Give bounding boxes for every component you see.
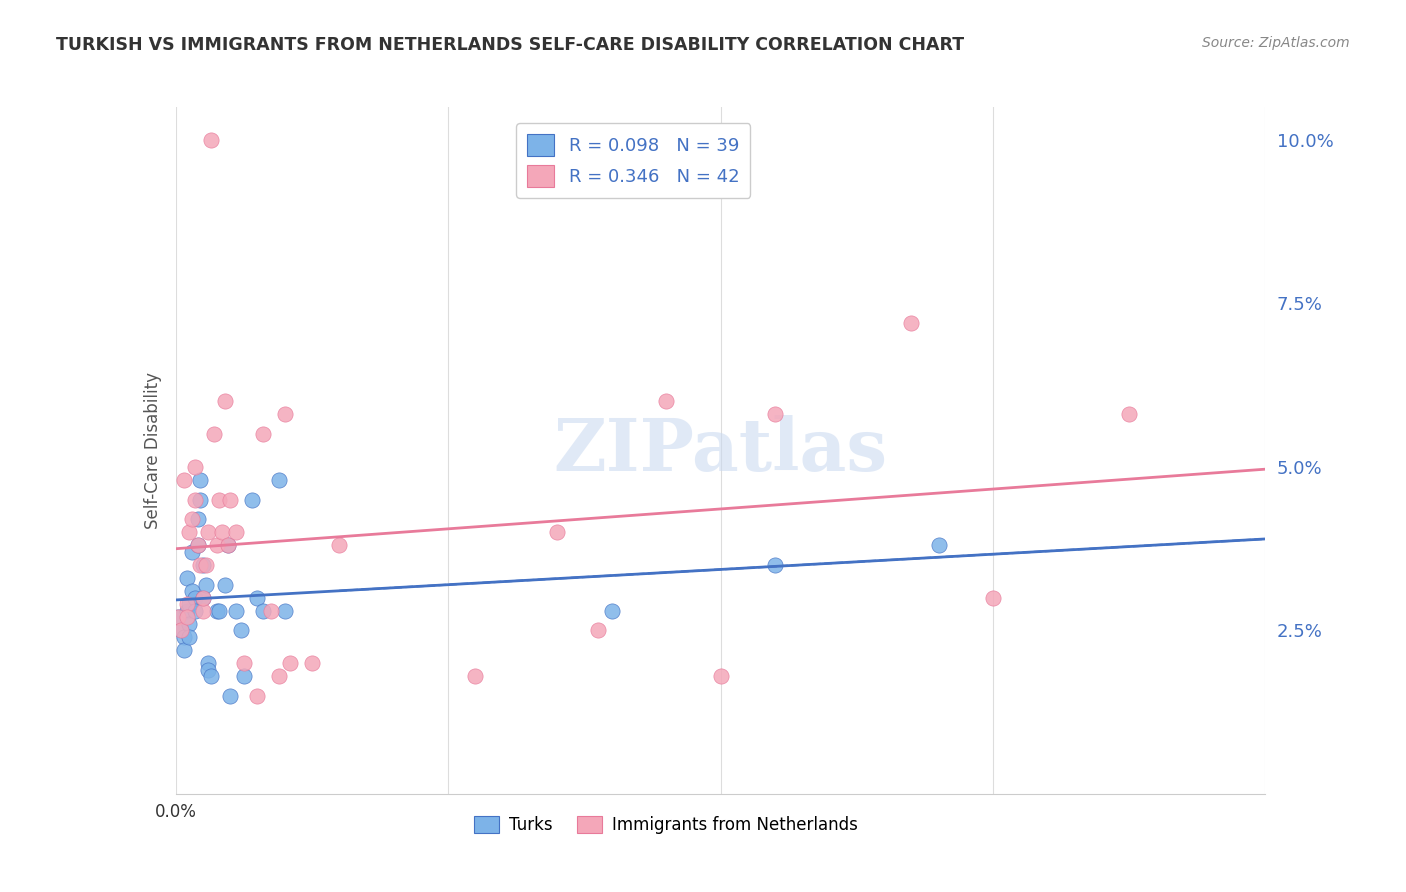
- Point: [191, 604, 214, 618]
- Point: [184, 459, 207, 474]
- Point: [217, 538, 239, 552]
- Point: [188, 558, 211, 572]
- Point: [191, 591, 214, 605]
- Text: ZIPatlas: ZIPatlas: [554, 415, 887, 486]
- Point: [179, 597, 201, 611]
- Point: [208, 492, 231, 507]
- Point: [205, 604, 228, 618]
- Point: [176, 597, 198, 611]
- Point: [301, 656, 323, 670]
- Text: 0.0%: 0.0%: [155, 803, 197, 821]
- Point: [176, 604, 198, 618]
- Point: [269, 473, 291, 487]
- Point: [186, 512, 209, 526]
- Point: [179, 525, 201, 540]
- Point: [173, 643, 195, 657]
- Point: [981, 591, 1004, 605]
- Point: [219, 492, 242, 507]
- Point: [200, 133, 222, 147]
- Text: Source: ZipAtlas.com: Source: ZipAtlas.com: [1202, 36, 1350, 50]
- Point: [208, 604, 231, 618]
- Point: [246, 591, 269, 605]
- Point: [246, 689, 269, 703]
- Point: [176, 571, 198, 585]
- Point: [600, 604, 623, 618]
- Point: [186, 538, 209, 552]
- Point: [191, 591, 214, 605]
- Point: [217, 538, 239, 552]
- Point: [546, 525, 568, 540]
- Point: [188, 473, 211, 487]
- Point: [197, 663, 219, 677]
- Point: [214, 577, 236, 591]
- Point: [655, 394, 678, 409]
- Point: [188, 492, 211, 507]
- Point: [181, 545, 204, 559]
- Point: [194, 577, 217, 591]
- Point: [202, 427, 225, 442]
- Point: [211, 525, 233, 540]
- Point: [219, 689, 242, 703]
- Point: [269, 669, 291, 683]
- Point: [231, 624, 253, 638]
- Point: [464, 669, 486, 683]
- Point: [763, 558, 786, 572]
- Point: [173, 473, 195, 487]
- Point: [278, 656, 301, 670]
- Point: [200, 669, 222, 683]
- Point: [232, 656, 254, 670]
- Point: [170, 624, 193, 638]
- Point: [184, 604, 207, 618]
- Point: [170, 624, 193, 638]
- Text: TURKISH VS IMMIGRANTS FROM NETHERLANDS SELF-CARE DISABILITY CORRELATION CHART: TURKISH VS IMMIGRANTS FROM NETHERLANDS S…: [56, 36, 965, 54]
- Point: [197, 656, 219, 670]
- Point: [225, 525, 247, 540]
- Point: [260, 604, 283, 618]
- Point: [214, 394, 236, 409]
- Point: [197, 525, 219, 540]
- Point: [252, 427, 274, 442]
- Point: [900, 316, 922, 330]
- Point: [928, 538, 950, 552]
- Point: [184, 591, 207, 605]
- Point: [186, 538, 209, 552]
- Legend: Turks, Immigrants from Netherlands: Turks, Immigrants from Netherlands: [467, 809, 865, 840]
- Point: [167, 610, 190, 624]
- Point: [173, 630, 195, 644]
- Point: [274, 408, 297, 422]
- Point: [225, 604, 247, 618]
- Point: [191, 558, 214, 572]
- Point: [232, 669, 254, 683]
- Point: [176, 610, 198, 624]
- Point: [328, 538, 350, 552]
- Point: [167, 610, 190, 624]
- Point: [274, 604, 297, 618]
- Point: [181, 584, 204, 599]
- Point: [181, 512, 204, 526]
- Point: [1118, 408, 1140, 422]
- Point: [252, 604, 274, 618]
- Y-axis label: Self-Care Disability: Self-Care Disability: [143, 372, 162, 529]
- Point: [179, 630, 201, 644]
- Point: [179, 616, 201, 631]
- Point: [184, 492, 207, 507]
- Point: [763, 408, 786, 422]
- Point: [710, 669, 733, 683]
- Point: [240, 492, 263, 507]
- Point: [586, 624, 609, 638]
- Point: [205, 538, 228, 552]
- Point: [194, 558, 217, 572]
